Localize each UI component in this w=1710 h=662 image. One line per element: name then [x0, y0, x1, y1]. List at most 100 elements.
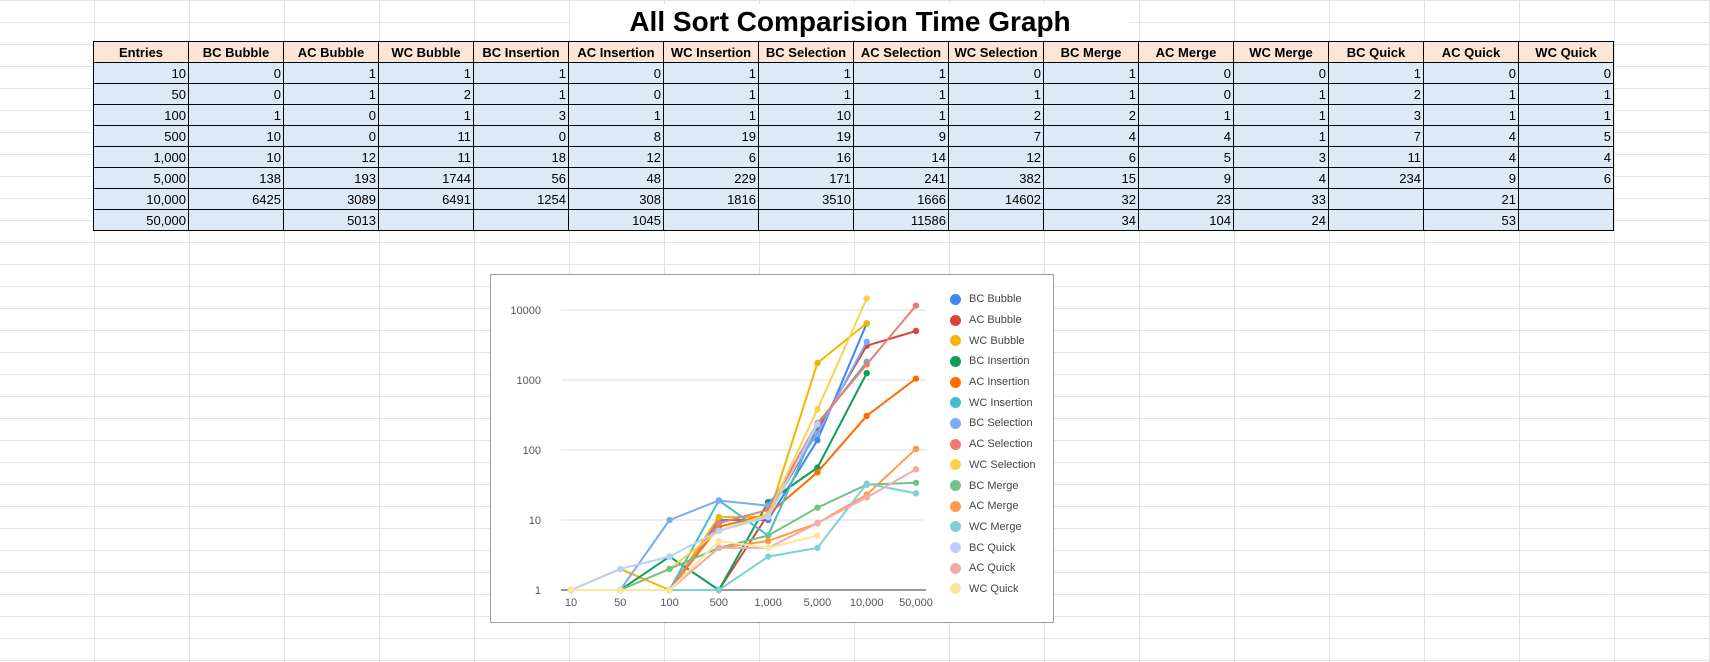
table-cell[interactable]: 1: [473, 62, 569, 84]
table-cell[interactable]: 1: [1518, 104, 1614, 126]
table-cell[interactable]: 19: [663, 125, 759, 147]
data-point[interactable]: [764, 537, 772, 545]
data-point[interactable]: [863, 295, 870, 302]
table-cell[interactable]: [1328, 209, 1424, 231]
table-cell[interactable]: 10: [93, 62, 189, 84]
table-cell[interactable]: 1: [378, 104, 474, 126]
table-cell[interactable]: 138: [188, 167, 284, 189]
table-cell[interactable]: 3: [1328, 104, 1424, 126]
table-cell[interactable]: 229: [663, 167, 759, 189]
table-cell[interactable]: 1: [283, 62, 379, 84]
table-cell[interactable]: 171: [758, 167, 854, 189]
column-header[interactable]: WC Quick: [1518, 41, 1614, 63]
data-point[interactable]: [715, 527, 723, 535]
data-point[interactable]: [863, 338, 870, 346]
table-cell[interactable]: 2: [1328, 83, 1424, 105]
table-cell[interactable]: 193: [283, 167, 379, 189]
table-cell[interactable]: 0: [1138, 83, 1234, 105]
table-cell[interactable]: 1: [663, 62, 759, 84]
column-header[interactable]: WC Bubble: [378, 41, 474, 63]
table-cell[interactable]: 1744: [378, 167, 474, 189]
table-cell[interactable]: 100: [93, 104, 189, 126]
column-header[interactable]: AC Selection: [853, 41, 949, 63]
table-cell[interactable]: 500: [93, 125, 189, 147]
table-cell[interactable]: 11: [378, 146, 474, 168]
table-cell[interactable]: 8: [568, 125, 664, 147]
table-cell[interactable]: 1: [378, 62, 474, 84]
table-cell[interactable]: 9: [1138, 167, 1234, 189]
legend-item[interactable]: WC Selection: [950, 455, 1036, 476]
legend-item[interactable]: AC Insertion: [950, 372, 1036, 393]
table-cell[interactable]: [1328, 188, 1424, 210]
data-point[interactable]: [863, 361, 870, 368]
legend-item[interactable]: AC Selection: [950, 434, 1036, 455]
legend-item[interactable]: BC Selection: [950, 413, 1036, 434]
legend-item[interactable]: AC Quick: [950, 558, 1036, 579]
table-cell[interactable]: 2: [948, 104, 1044, 126]
table-cell[interactable]: 10: [188, 146, 284, 168]
table-cell[interactable]: 5013: [283, 209, 379, 231]
table-cell[interactable]: 33: [1233, 188, 1329, 210]
data-point[interactable]: [863, 319, 870, 327]
legend-item[interactable]: WC Insertion: [950, 392, 1036, 413]
table-cell[interactable]: 9: [853, 125, 949, 147]
table-cell[interactable]: 1: [1043, 83, 1139, 105]
table-cell[interactable]: 7: [948, 125, 1044, 147]
column-header[interactable]: BC Bubble: [188, 41, 284, 63]
data-point[interactable]: [715, 586, 723, 594]
table-cell[interactable]: 0: [948, 62, 1044, 84]
column-header[interactable]: AC Quick: [1423, 41, 1519, 63]
table-cell[interactable]: 104: [1138, 209, 1234, 231]
table-cell[interactable]: [188, 209, 284, 231]
table-cell[interactable]: 1: [758, 62, 854, 84]
table-cell[interactable]: 48: [568, 167, 664, 189]
table-cell[interactable]: [758, 209, 854, 231]
table-cell[interactable]: 1: [1518, 83, 1614, 105]
table-cell[interactable]: 24: [1233, 209, 1329, 231]
table-cell[interactable]: 7: [1328, 125, 1424, 147]
chart[interactable]: 1 10 100 1000 10000 10 50 100 500 1,000 5,000 10,00…: [490, 274, 1054, 623]
legend-item[interactable]: WC Merge: [950, 517, 1036, 538]
data-point[interactable]: [666, 565, 673, 573]
table-cell[interactable]: 0: [188, 83, 284, 105]
table-cell[interactable]: 3: [473, 104, 569, 126]
column-header[interactable]: WC Selection: [948, 41, 1044, 63]
data-point[interactable]: [912, 445, 920, 453]
table-cell[interactable]: [1518, 188, 1614, 210]
table-cell[interactable]: 12: [568, 146, 664, 168]
table-cell[interactable]: 241: [853, 167, 949, 189]
table-cell[interactable]: 1: [568, 104, 664, 126]
table-cell[interactable]: 56: [473, 167, 569, 189]
table-cell[interactable]: 5: [1138, 146, 1234, 168]
table-cell[interactable]: 5,000: [93, 167, 189, 189]
legend-item[interactable]: BC Insertion: [950, 351, 1036, 372]
column-header[interactable]: BC Quick: [1328, 41, 1424, 63]
column-header[interactable]: Entries: [93, 41, 189, 63]
table-cell[interactable]: 4: [1233, 167, 1329, 189]
table-cell[interactable]: 0: [283, 125, 379, 147]
data-point[interactable]: [764, 544, 772, 552]
data-point[interactable]: [863, 369, 870, 377]
table-cell[interactable]: 32: [1043, 188, 1139, 210]
data-point[interactable]: [814, 430, 821, 437]
column-header[interactable]: AC Merge: [1138, 41, 1234, 63]
table-cell[interactable]: 3510: [758, 188, 854, 210]
data-point[interactable]: [814, 359, 821, 367]
table-cell[interactable]: [1518, 209, 1614, 231]
data-point[interactable]: [666, 586, 673, 594]
data-point[interactable]: [814, 544, 821, 552]
table-cell[interactable]: 14602: [948, 188, 1044, 210]
legend-item[interactable]: WC Bubble: [950, 330, 1036, 351]
table-cell[interactable]: 4: [1423, 146, 1519, 168]
table-cell[interactable]: 1: [853, 104, 949, 126]
data-point[interactable]: [814, 532, 821, 539]
data-point[interactable]: [814, 437, 821, 444]
table-cell[interactable]: 1: [853, 62, 949, 84]
table-cell[interactable]: 0: [283, 104, 379, 126]
table-cell[interactable]: 23: [1138, 188, 1234, 210]
table-cell[interactable]: 3089: [283, 188, 379, 210]
column-header[interactable]: AC Bubble: [283, 41, 379, 63]
table-cell[interactable]: [378, 209, 474, 231]
data-point[interactable]: [863, 494, 870, 501]
table-cell[interactable]: 1045: [568, 209, 664, 231]
